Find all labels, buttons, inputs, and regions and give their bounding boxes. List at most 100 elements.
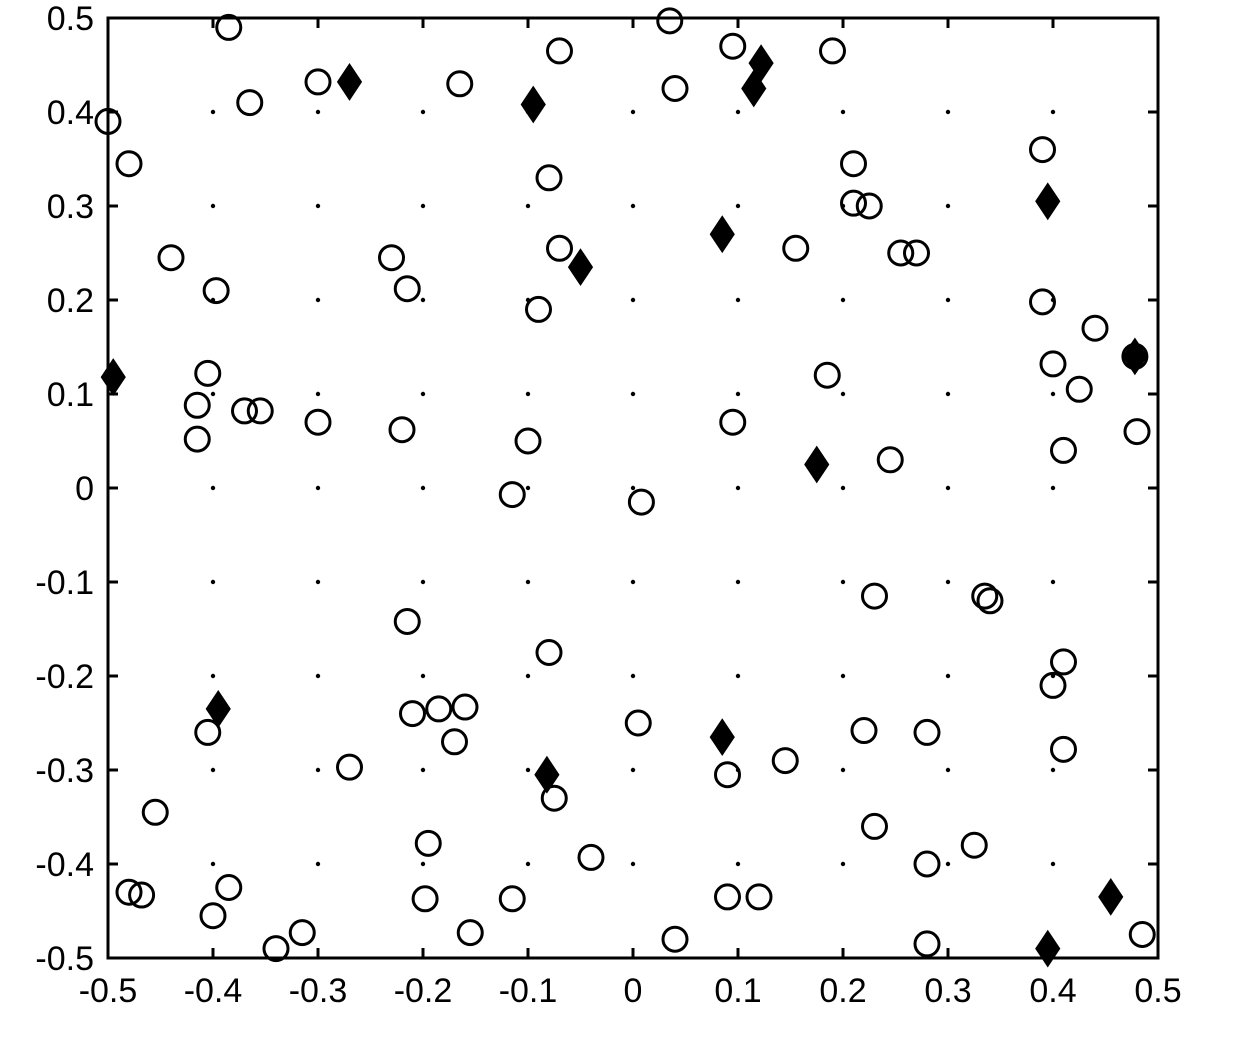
- circle-marker: [721, 410, 745, 434]
- x-tick-label: 0: [624, 972, 643, 1010]
- grid-dot: [421, 486, 425, 490]
- x-tick-label: 0.1: [714, 972, 761, 1010]
- x-tick-label: -0.3: [289, 972, 348, 1010]
- y-tick-label: 0.5: [47, 0, 94, 38]
- grid-dot: [211, 674, 215, 678]
- grid-dot: [526, 862, 530, 866]
- circle-marker: [443, 730, 467, 754]
- circle-marker: [290, 921, 314, 945]
- circle-marker: [658, 9, 682, 33]
- circle-marker: [1067, 377, 1091, 401]
- grid-dot: [421, 298, 425, 302]
- circle-marker: [516, 429, 540, 453]
- x-tick-label: -0.2: [394, 972, 453, 1010]
- circle-marker: [416, 831, 440, 855]
- circle-marker: [548, 236, 572, 260]
- diamond-marker: [805, 447, 829, 483]
- grid-dot: [736, 392, 740, 396]
- series-diamonds: [101, 45, 1147, 966]
- circle-marker: [401, 702, 425, 726]
- circle-marker: [380, 246, 404, 270]
- grid-dot: [631, 580, 635, 584]
- circle-marker: [821, 39, 845, 63]
- grid-dot: [631, 674, 635, 678]
- circle-marker: [395, 609, 419, 633]
- circle-marker: [721, 34, 745, 58]
- circle-marker: [500, 887, 524, 911]
- grid-dot: [736, 110, 740, 114]
- grid-dot: [421, 204, 425, 208]
- circle-marker: [217, 876, 241, 900]
- circle-marker: [915, 852, 939, 876]
- grid-dot: [211, 392, 215, 396]
- circle-marker: [663, 77, 687, 101]
- circle-marker: [537, 641, 561, 665]
- diamond-marker: [338, 64, 362, 100]
- circle-marker: [458, 921, 482, 945]
- grid-dot: [526, 674, 530, 678]
- circle-marker: [1052, 650, 1076, 674]
- grid-dot: [421, 768, 425, 772]
- circle-marker: [915, 720, 939, 744]
- grid-dot: [211, 486, 215, 490]
- circle-marker: [548, 39, 572, 63]
- grid-dot: [841, 768, 845, 772]
- circle-marker: [978, 589, 1002, 613]
- grid-dot: [316, 580, 320, 584]
- grid-dot: [421, 674, 425, 678]
- grid-dot: [946, 486, 950, 490]
- grid-dot: [736, 862, 740, 866]
- diamond-marker: [1036, 931, 1060, 967]
- circle-marker: [863, 814, 887, 838]
- grid-dot: [211, 580, 215, 584]
- circle-marker: [117, 152, 141, 176]
- grid-dot: [526, 580, 530, 584]
- circle-marker: [306, 70, 330, 94]
- grid-dot: [1051, 862, 1055, 866]
- grid-dot: [1051, 392, 1055, 396]
- circle-marker: [857, 194, 881, 218]
- grid-dot: [1051, 580, 1055, 584]
- grid-dot: [316, 486, 320, 490]
- grid-dot: [316, 110, 320, 114]
- grid-dot: [1051, 768, 1055, 772]
- y-tick-label: -0.5: [35, 940, 94, 978]
- grid-dot: [211, 204, 215, 208]
- circle-marker: [238, 91, 262, 115]
- grid-dot: [316, 768, 320, 772]
- grid-dot: [841, 298, 845, 302]
- grid-dot: [211, 768, 215, 772]
- diamond-marker: [101, 359, 125, 395]
- diamond-marker: [1123, 338, 1147, 374]
- circle-marker: [773, 749, 797, 773]
- grid-dot: [841, 110, 845, 114]
- grid-dot: [946, 580, 950, 584]
- circle-marker: [842, 152, 866, 176]
- circle-marker: [390, 418, 414, 442]
- circle-marker: [395, 277, 419, 301]
- circle-marker: [716, 885, 740, 909]
- grid-dot: [736, 298, 740, 302]
- grid-dot: [631, 392, 635, 396]
- circle-marker: [1083, 316, 1107, 340]
- grid-dot: [631, 110, 635, 114]
- circle-marker: [962, 833, 986, 857]
- circle-marker: [626, 711, 650, 735]
- grid-dot: [736, 674, 740, 678]
- x-tick-label: 0.3: [924, 972, 971, 1010]
- circle-marker: [716, 763, 740, 787]
- grid-dot: [946, 204, 950, 208]
- grid-dot: [211, 862, 215, 866]
- y-tick-label: -0.4: [35, 846, 94, 884]
- grid-dot: [1051, 110, 1055, 114]
- y-tick-label: 0.1: [47, 376, 94, 414]
- circle-marker: [1052, 438, 1076, 462]
- circle-marker: [448, 72, 472, 96]
- x-tick-label: -0.1: [499, 972, 558, 1010]
- grid-dot: [631, 204, 635, 208]
- chart-container: -0.5-0.4-0.3-0.2-0.100.10.20.30.40.5-0.5…: [0, 0, 1240, 1057]
- circle-marker: [1031, 138, 1055, 162]
- circle-marker: [338, 755, 362, 779]
- circle-marker: [915, 932, 939, 956]
- circle-marker: [629, 490, 653, 514]
